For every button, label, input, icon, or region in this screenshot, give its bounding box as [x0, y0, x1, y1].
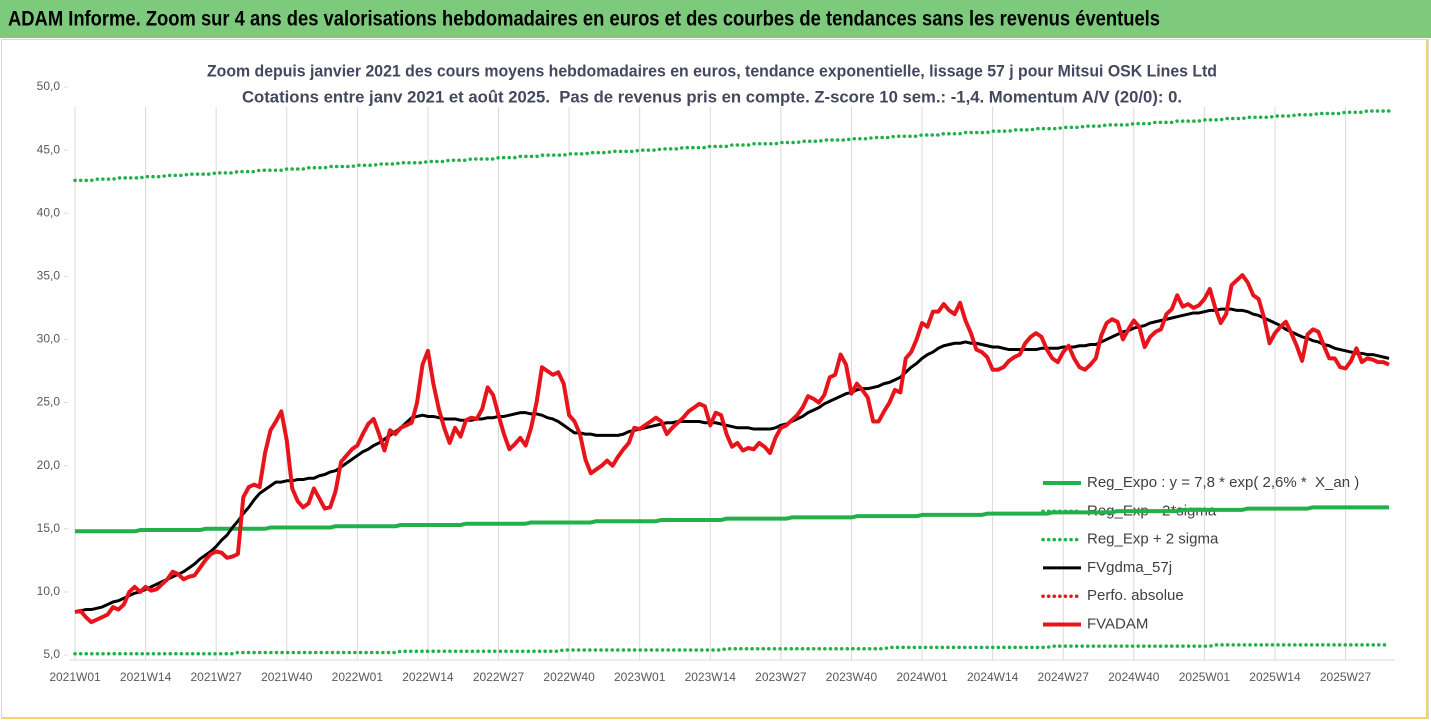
x-tick-label: 2025W01 — [1179, 670, 1231, 684]
page-title: ADAM Informe. Zoom sur 4 ans des valoris… — [8, 8, 1160, 31]
y-tick-label: 45,0 — [37, 142, 61, 156]
x-tick-label: 2024W14 — [967, 670, 1019, 684]
chart-title: Zoom depuis janvier 2021 des cours moyen… — [207, 61, 1217, 80]
x-tick-label: 2023W40 — [826, 670, 878, 684]
x-tick-label: 2021W01 — [49, 670, 101, 684]
x-tick-label: 2024W27 — [1038, 670, 1090, 684]
header-bar — [0, 0, 1431, 38]
x-tick-label: 2022W01 — [332, 670, 384, 684]
y-tick-label: 20,0 — [37, 458, 61, 472]
series-line — [73, 643, 1391, 656]
y-tick-label: 5,0 — [43, 647, 60, 661]
series-line — [74, 273, 1390, 625]
x-tick-label: 2024W01 — [896, 670, 948, 684]
legend-label: Perfo. absolue — [1087, 587, 1184, 604]
chart-subtitle: Cotations entre janv 2021 et août 2025. … — [242, 87, 1182, 106]
series-line — [73, 109, 1391, 183]
y-tick-label: 40,0 — [37, 205, 61, 219]
series-line — [74, 307, 1390, 614]
legend-label: FVADAM — [1087, 615, 1148, 632]
y-tick-label: 15,0 — [37, 521, 61, 535]
legend-label: Reg_Expo : y = 7,8 * exp( 2,6% * X_an ) — [1087, 474, 1359, 491]
y-tick-label: 35,0 — [37, 269, 61, 283]
x-tick-label: 2022W27 — [473, 670, 525, 684]
x-tick-label: 2022W14 — [402, 670, 454, 684]
legend-label: FVgdma_57j — [1087, 559, 1172, 576]
x-tick-label: 2023W27 — [755, 670, 807, 684]
x-tick-label: 2024W40 — [1108, 670, 1160, 684]
x-tick-label: 2023W14 — [685, 670, 737, 684]
x-tick-label: 2021W40 — [261, 670, 313, 684]
x-tick-label: 2022W40 — [543, 670, 595, 684]
y-tick-label: 10,0 — [37, 584, 61, 598]
x-tick-label: 2021W14 — [120, 670, 172, 684]
legend-label: Reg_Exp + 2 sigma — [1087, 531, 1219, 548]
x-tick-label: 2023W01 — [614, 670, 666, 684]
series-line — [75, 505, 1389, 534]
y-tick-label: 25,0 — [37, 395, 61, 409]
x-tick-label: 2025W27 — [1320, 670, 1372, 684]
y-tick-label: 50,0 — [37, 79, 61, 93]
x-tick-label: 2025W14 — [1249, 670, 1301, 684]
y-tick-label: 30,0 — [37, 332, 61, 346]
x-tick-label: 2021W27 — [190, 670, 242, 684]
